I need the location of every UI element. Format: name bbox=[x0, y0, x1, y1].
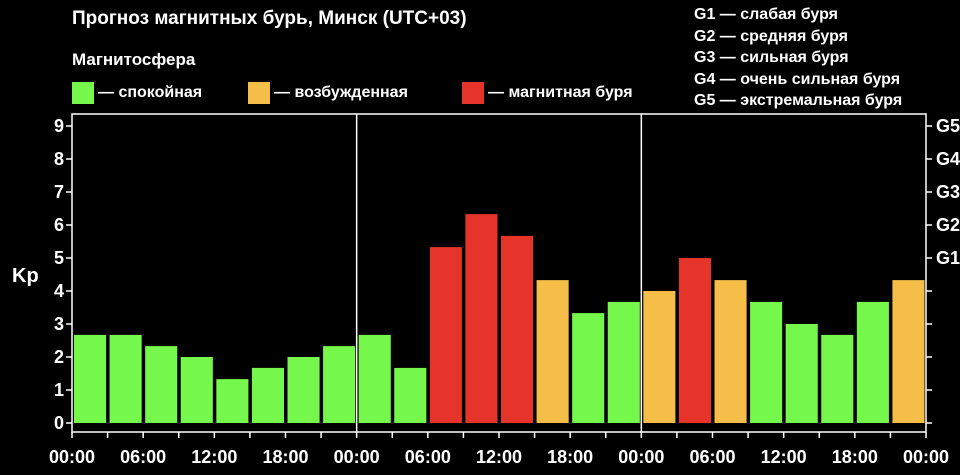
legend-label-storm: — магнитная буря bbox=[488, 84, 633, 101]
y-tick-label-8: 8 bbox=[54, 149, 64, 169]
right-tick-label-g2: G2 bbox=[936, 215, 960, 235]
right-tick-label-g4: G4 bbox=[936, 149, 960, 169]
x-tick-label-11: 18:00 bbox=[832, 447, 878, 467]
x-tick-label-9: 06:00 bbox=[689, 447, 735, 467]
bar-16 bbox=[643, 291, 676, 423]
x-tick-label-12: 00:00 bbox=[903, 447, 949, 467]
bar-5 bbox=[251, 367, 284, 423]
right-tick-label-g3: G3 bbox=[936, 182, 960, 202]
y-tick-label-0: 0 bbox=[54, 413, 64, 433]
x-tick-label-8: 00:00 bbox=[618, 447, 664, 467]
legend-item-active: — возбужденная bbox=[248, 82, 408, 104]
storm-level-g2: G2 — средняя буря bbox=[694, 27, 848, 45]
legend-label-active: — возбужденная bbox=[274, 84, 408, 101]
bar-1 bbox=[109, 334, 142, 423]
legend-swatch-active bbox=[248, 82, 270, 104]
bar-10 bbox=[429, 247, 462, 423]
x-tick-label-3: 18:00 bbox=[262, 447, 308, 467]
legend-label-quiet: — спокойная bbox=[98, 84, 203, 101]
y-tick-label-3: 3 bbox=[54, 314, 64, 334]
level-legend: — спокойная — возбужденная — магнитная б… bbox=[72, 82, 692, 106]
bar-4 bbox=[216, 379, 249, 423]
x-tick-label-1: 06:00 bbox=[120, 447, 166, 467]
storm-level-g5: G5 — экстремальная буря bbox=[694, 92, 903, 109]
bar-0 bbox=[74, 334, 107, 423]
y-tick-label-1: 1 bbox=[54, 380, 64, 400]
bar-19 bbox=[750, 301, 783, 423]
bar-14 bbox=[572, 313, 605, 423]
storm-level-g4: G4 — очень сильная буря bbox=[694, 70, 901, 88]
x-tick-label-4: 00:00 bbox=[334, 447, 380, 467]
x-tick-label-2: 12:00 bbox=[191, 447, 237, 467]
x-tick-label-7: 18:00 bbox=[547, 447, 593, 467]
y-tick-label-7: 7 bbox=[54, 182, 64, 202]
bar-3 bbox=[180, 357, 213, 423]
storm-scale-legend: G1 — слабая буря G2 — средняя буря G3 — … bbox=[694, 4, 902, 112]
legend-item-storm: — магнитная буря bbox=[462, 82, 633, 104]
storm-level-g3: G3 — сильная буря bbox=[694, 49, 849, 66]
y-axis-label: Kp bbox=[12, 265, 39, 287]
bar-18 bbox=[714, 280, 747, 423]
bar-8 bbox=[358, 334, 391, 423]
legend-item-quiet: — спокойная bbox=[72, 82, 202, 104]
bar-6 bbox=[287, 357, 320, 423]
storm-level-g1: G1 — слабая буря bbox=[694, 6, 839, 23]
x-tick-label-0: 00:00 bbox=[49, 447, 95, 467]
x-tick-label-6: 12:00 bbox=[476, 447, 522, 467]
bar-9 bbox=[394, 367, 427, 423]
bar-13 bbox=[536, 280, 569, 423]
chart-title: Прогноз магнитных бурь, Минск (UTC+03) bbox=[72, 8, 467, 29]
legend-swatch-quiet bbox=[72, 82, 94, 104]
bar-7 bbox=[323, 346, 356, 423]
y-tick-label-2: 2 bbox=[54, 347, 64, 367]
y-tick-label-6: 6 bbox=[54, 215, 64, 235]
bar-17 bbox=[678, 258, 711, 423]
bar-22 bbox=[856, 301, 889, 423]
right-tick-label-g1: G1 bbox=[936, 248, 960, 268]
y-tick-label-9: 9 bbox=[54, 116, 64, 136]
bar-20 bbox=[785, 324, 818, 423]
bar-21 bbox=[821, 334, 854, 423]
bar-11 bbox=[465, 214, 498, 423]
bar-12 bbox=[501, 235, 534, 423]
y-tick-label-5: 5 bbox=[54, 248, 64, 268]
right-tick-label-g5: G5 bbox=[936, 116, 960, 136]
x-tick-label-10: 12:00 bbox=[761, 447, 807, 467]
legend-swatch-storm bbox=[462, 82, 484, 104]
bar-15 bbox=[607, 301, 640, 423]
magnetosphere-label: Магнитосфера bbox=[72, 50, 196, 69]
y-tick-label-4: 4 bbox=[54, 281, 64, 301]
x-tick-label-5: 06:00 bbox=[405, 447, 451, 467]
bar-2 bbox=[145, 346, 178, 423]
bar-23 bbox=[892, 280, 925, 423]
